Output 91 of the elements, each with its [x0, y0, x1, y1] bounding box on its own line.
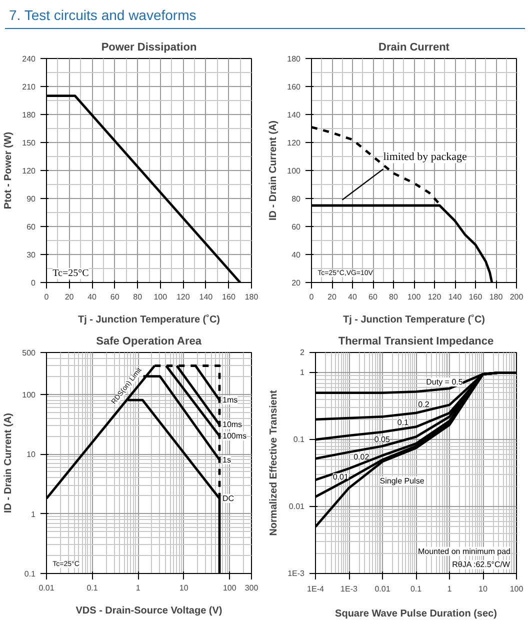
x-tick-label: 200	[510, 292, 524, 302]
y-tick-label: 90	[26, 194, 36, 204]
y-axis-title: Normalized Effective Transient	[268, 390, 280, 536]
annotation: RθJA :62.5°C/W	[452, 560, 510, 570]
y-tick-label: 60	[292, 222, 302, 232]
series-label: Single Pulse	[380, 476, 425, 486]
x-tick-label: 120	[428, 292, 442, 302]
y-tick-label: 120	[287, 138, 302, 148]
y-tick-label: 80	[292, 194, 302, 204]
chart-title: Safe Operation Area	[96, 336, 202, 348]
y-axis-title: Ptot - Power (W)	[3, 132, 14, 210]
x-tick-label: 100	[154, 292, 168, 302]
series-label: 100ms	[222, 432, 247, 441]
text: 7. Test circuits and waveforms	[9, 6, 196, 25]
y-tick-label: 60	[26, 222, 36, 232]
y-tick-label: 1	[31, 510, 36, 519]
y-tick-label: 160	[287, 82, 302, 92]
x-tick-label: 60	[368, 292, 378, 302]
x-tick-label: 0.1	[410, 584, 422, 594]
series-label: 0.1	[397, 418, 410, 427]
y-tick-label: 0.01	[288, 502, 306, 512]
chart-title: Power Dissipation	[101, 42, 197, 54]
chart-title: Drain Current	[378, 42, 450, 54]
series-label: 0.2	[418, 400, 430, 410]
x-tick-label: 1	[447, 584, 452, 594]
x-tick-label: 180	[244, 292, 259, 302]
chart-title: Thermal Transient Impedance	[338, 336, 494, 348]
y-tick-label: 180	[22, 110, 36, 120]
y-tick-label: 120	[22, 166, 36, 176]
x-tick-label: 140	[199, 292, 214, 302]
x-axis-title: Tj - Junction Temperature (˚C)	[78, 314, 220, 326]
series-label: 0.02	[354, 452, 370, 462]
y-tick-label: 100	[287, 166, 302, 176]
x-tick-label: 10	[478, 584, 488, 594]
y-tick-label: 1E-3	[288, 569, 306, 578]
y-tick-label: 0	[31, 278, 36, 288]
series-label: 0.01	[332, 472, 349, 482]
series-label: 10ms	[222, 420, 242, 430]
y-tick-label: 140	[287, 110, 302, 120]
x-tick-label: 0.1	[86, 584, 98, 592]
x-tick-label: 120	[176, 292, 190, 302]
x-tick-label: 1	[136, 584, 141, 592]
x-tick-label: 20	[328, 292, 337, 302]
series-label: 1s	[222, 455, 231, 464]
x-tick-label: 1E-3	[340, 584, 358, 594]
series-label: 1ms	[222, 396, 238, 405]
y-tick-label: 500	[22, 348, 36, 358]
x-tick-label: 80	[389, 292, 398, 302]
y-tick-label: 0.1	[24, 570, 36, 578]
x-tick-label: 0	[309, 292, 314, 302]
y-axis-title: ID - Drain Current (A)	[268, 120, 280, 220]
y-tick-label: 240	[22, 54, 36, 64]
x-tick-label: 160	[222, 292, 236, 302]
x-tick-label: 60	[110, 292, 120, 302]
x-axis-title: Tj - Junction Temperature (˚C)	[342, 314, 486, 326]
y-tick-label: 20	[292, 278, 302, 288]
annotation: Mounted on minimum pad	[418, 546, 510, 556]
y-tick-label: 2	[300, 348, 306, 357]
y-axis-title: ID - Drain Current (A)	[3, 413, 14, 513]
y-tick-label: 30	[26, 250, 36, 260]
series-label: 0.05	[374, 435, 390, 444]
x-tick-label: 160	[468, 292, 483, 302]
x-axis-title: VDS - Drain-Source Voltage (V)	[76, 606, 222, 616]
y-tick-label: 100	[22, 390, 36, 400]
x-tick-label: 20	[64, 292, 74, 302]
y-tick-label: 150	[22, 138, 36, 148]
x-tick-label: 80	[133, 292, 143, 302]
y-tick-label: 10	[26, 450, 36, 460]
series-label: DC	[222, 494, 234, 503]
x-tick-label: 10	[179, 584, 189, 592]
x-tick-label: 300	[244, 584, 259, 592]
y-tick-label: 210	[22, 82, 36, 92]
x-axis-title: Square Wave Pulse Duration (sec)	[335, 608, 497, 620]
x-tick-label: 140	[448, 292, 462, 302]
x-tick-label: 0	[44, 292, 50, 302]
y-tick-label: 180	[287, 54, 302, 64]
x-tick-label: 180	[489, 292, 504, 302]
y-tick-label: 1	[300, 368, 306, 378]
x-tick-label: 0.01	[38, 584, 55, 592]
annotation: limited by package	[383, 151, 468, 164]
x-tick-label: 100	[222, 584, 237, 592]
y-tick-label: 40	[292, 250, 302, 260]
x-tick-label: 40	[348, 292, 358, 302]
x-tick-label: 40	[88, 292, 98, 302]
x-tick-label: 1E-4	[307, 584, 324, 594]
annotation: Tc=25°C	[52, 268, 90, 280]
x-tick-label: 0.01	[374, 584, 391, 594]
x-tick-label: 100	[510, 584, 524, 594]
y-tick-label: 0.1	[293, 435, 306, 444]
series-label: Duty = 0.5	[426, 377, 464, 386]
x-tick-label: 100	[407, 292, 422, 302]
